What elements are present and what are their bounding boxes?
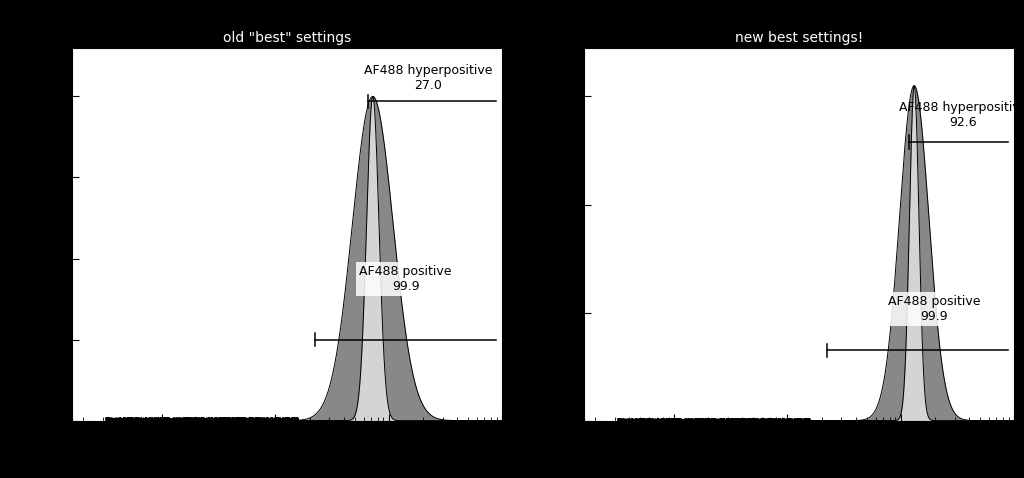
Text: 0: 0	[219, 454, 228, 468]
Title: new best settings!: new best settings!	[734, 31, 863, 45]
Title: old "best" settings: old "best" settings	[222, 31, 351, 45]
Text: 0: 0	[731, 454, 740, 468]
Bar	[197, 421, 242, 439]
Text: AF488 hyperpositive
92.6: AF488 hyperpositive 92.6	[899, 101, 1024, 129]
Text: AF488 positive
99.9: AF488 positive 99.9	[359, 265, 452, 293]
Text: $10^4$: $10^4$	[888, 454, 913, 473]
Text: $10^4$: $10^4$	[376, 454, 401, 473]
Text: AF488 hyperpositive
27.0: AF488 hyperpositive 27.0	[364, 64, 493, 92]
Bar	[709, 421, 754, 439]
Text: AF488 positive
99.9: AF488 positive 99.9	[888, 295, 981, 323]
